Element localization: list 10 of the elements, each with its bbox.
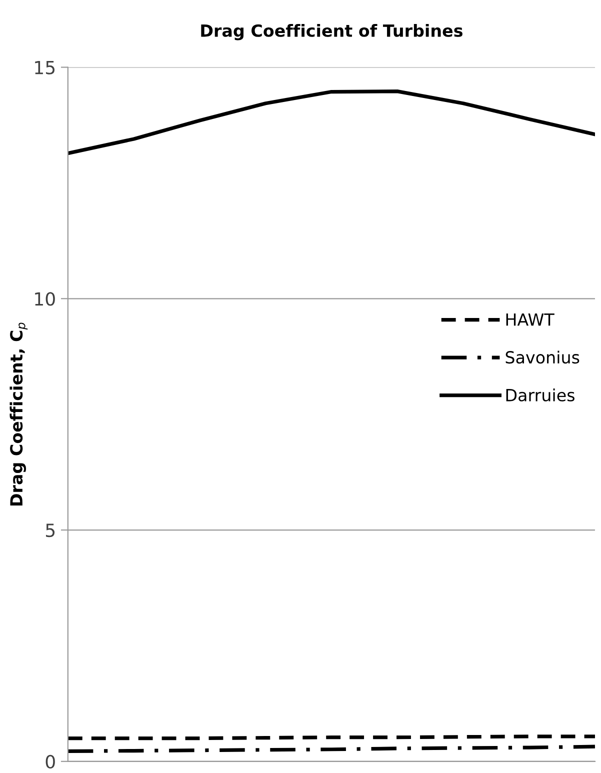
line-series — [68, 90, 595, 156]
y-tick-label: 15 — [35, 60, 55, 74]
y-tick-label: 0 — [46, 754, 55, 769]
y-axis-title: Drag Coefficient, C$_{p}$ — [10, 322, 28, 506]
legend-label: Darruies — [506, 388, 574, 402]
y-tick-label: 10 — [35, 292, 55, 306]
legend-label: Savonius — [506, 350, 580, 364]
y-tick-label: 5 — [46, 524, 55, 538]
legend-label: HAWT — [506, 313, 554, 326]
chart-title: Drag Coefficient of Turbines — [201, 24, 462, 40]
